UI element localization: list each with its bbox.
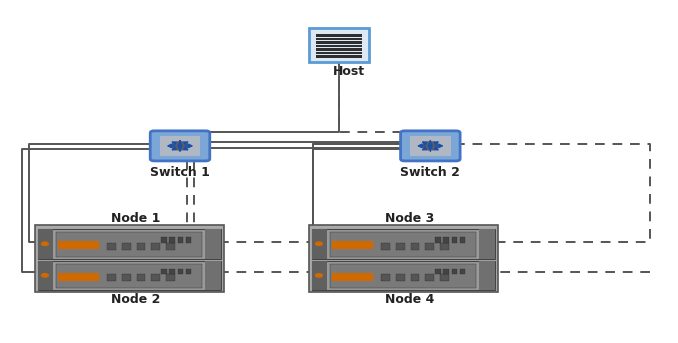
Bar xyxy=(440,274,449,281)
Bar xyxy=(205,260,220,290)
FancyBboxPatch shape xyxy=(308,225,498,292)
Bar xyxy=(316,52,362,54)
Text: Host: Host xyxy=(333,65,365,78)
Bar xyxy=(452,269,458,274)
Bar xyxy=(166,243,174,250)
Bar xyxy=(316,34,362,37)
Text: Node 2: Node 2 xyxy=(111,293,161,306)
Bar xyxy=(107,274,116,281)
Bar xyxy=(186,237,191,243)
Bar xyxy=(178,269,183,274)
Bar xyxy=(58,273,99,281)
Bar xyxy=(56,232,202,257)
Text: Node 4: Node 4 xyxy=(385,293,435,306)
Bar xyxy=(170,269,176,274)
Bar xyxy=(381,274,390,281)
Bar xyxy=(312,229,495,259)
Bar xyxy=(312,229,327,259)
Bar xyxy=(443,237,450,243)
Bar xyxy=(38,260,54,290)
Bar xyxy=(435,269,441,274)
Bar xyxy=(425,243,434,250)
Bar xyxy=(151,243,160,250)
Bar xyxy=(205,229,220,259)
Bar xyxy=(479,260,495,290)
Circle shape xyxy=(172,142,188,150)
FancyBboxPatch shape xyxy=(35,225,224,292)
Bar xyxy=(186,269,191,274)
Bar xyxy=(316,41,362,44)
Bar xyxy=(396,243,405,250)
Bar xyxy=(316,55,362,58)
Bar xyxy=(161,237,167,243)
Circle shape xyxy=(41,242,48,246)
Bar xyxy=(460,269,465,274)
Bar xyxy=(136,274,145,281)
Bar xyxy=(312,260,327,290)
Bar xyxy=(332,273,373,281)
Bar xyxy=(178,237,183,243)
Circle shape xyxy=(315,274,322,277)
Bar xyxy=(452,237,458,243)
Bar xyxy=(136,243,145,250)
FancyBboxPatch shape xyxy=(151,131,210,161)
FancyBboxPatch shape xyxy=(308,28,370,62)
Bar xyxy=(38,229,54,259)
Bar xyxy=(316,45,362,47)
Bar xyxy=(479,229,495,259)
Bar xyxy=(440,243,449,250)
Text: Node 3: Node 3 xyxy=(385,212,435,225)
Bar xyxy=(316,48,362,51)
Bar xyxy=(151,274,160,281)
Circle shape xyxy=(41,274,48,277)
Bar xyxy=(107,243,116,250)
Bar xyxy=(122,243,131,250)
Bar xyxy=(381,243,390,250)
Bar xyxy=(411,243,420,250)
Text: Switch 1: Switch 1 xyxy=(150,166,210,179)
Bar xyxy=(443,269,450,274)
Bar xyxy=(330,264,477,288)
Bar xyxy=(435,237,441,243)
Bar xyxy=(396,274,405,281)
Bar xyxy=(58,241,99,249)
Text: Switch 2: Switch 2 xyxy=(401,166,460,179)
Bar xyxy=(425,274,434,281)
Circle shape xyxy=(315,242,322,246)
Bar xyxy=(411,274,420,281)
Bar xyxy=(161,269,167,274)
Bar xyxy=(38,260,220,290)
Bar xyxy=(460,237,465,243)
FancyBboxPatch shape xyxy=(160,135,200,156)
FancyBboxPatch shape xyxy=(401,131,460,161)
Circle shape xyxy=(422,142,439,150)
Bar xyxy=(38,229,220,259)
Text: Node 1: Node 1 xyxy=(111,212,161,225)
Bar xyxy=(166,274,174,281)
Bar xyxy=(56,264,202,288)
Bar xyxy=(332,241,373,249)
Bar xyxy=(316,38,362,40)
Bar xyxy=(122,274,131,281)
Bar xyxy=(170,237,176,243)
FancyBboxPatch shape xyxy=(410,135,451,156)
Bar xyxy=(312,260,495,290)
Bar xyxy=(330,232,477,257)
